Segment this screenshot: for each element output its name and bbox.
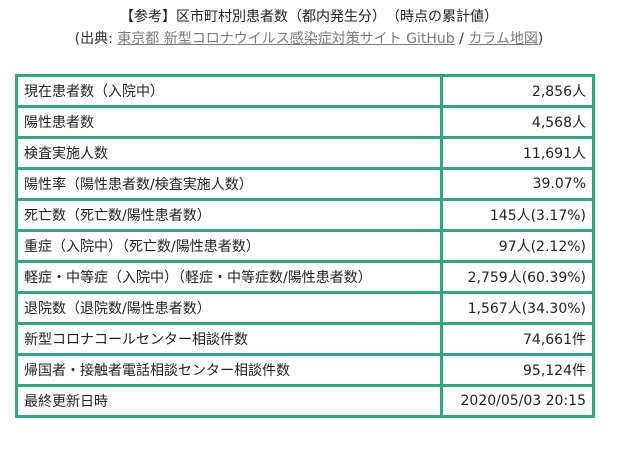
- row-value: 145人(3.17%): [443, 201, 592, 229]
- stats-table: 現在患者数（入院中） 2,856人 陽性患者数 4,568人 検査実施人数 11…: [15, 74, 595, 418]
- row-value: 1,567人(34.30%): [443, 294, 592, 322]
- table-row: 最終更新日時 2020/05/03 20:15: [18, 387, 592, 415]
- row-value: 39.07%: [443, 170, 592, 198]
- table-row: 陽性率（陽性患者数/検査実施人数） 39.07%: [18, 170, 592, 198]
- page-header: 【参考】区市町村別患者数（都内発生分） （時点の累計値） (出典: 東京都 新型…: [0, 6, 618, 50]
- row-label: 現在患者数（入院中）: [18, 77, 440, 105]
- row-label: 帰国者・接触者電話相談センター相談件数: [18, 356, 440, 384]
- row-label: 退院数（退院数/陽性患者数）: [18, 294, 440, 322]
- row-label: 新型コロナコールセンター相談件数: [18, 325, 440, 353]
- row-label: 陽性率（陽性患者数/検査実施人数）: [18, 170, 440, 198]
- source-link-tokyo-github[interactable]: 東京都 新型コロナウイルス感染症対策サイト GitHub: [117, 31, 455, 47]
- page-title: 【参考】区市町村別患者数（都内発生分） （時点の累計値）: [120, 9, 498, 25]
- table-row: 軽症・中等症（入院中）（軽症・中等症数/陽性患者数） 2,759人(60.39%…: [18, 263, 592, 291]
- row-value: 97人(2.12%): [443, 232, 592, 260]
- table-row: 死亡数（死亡数/陽性患者数） 145人(3.17%): [18, 201, 592, 229]
- table-row: 重症（入院中）（死亡数/陽性患者数） 97人(2.12%): [18, 232, 592, 260]
- row-label: 陽性患者数: [18, 108, 440, 136]
- row-value: 2020/05/03 20:15: [443, 387, 592, 415]
- source-suffix: ): [537, 31, 544, 47]
- row-value: 2,759人(60.39%): [443, 263, 592, 291]
- table-row: 帰国者・接触者電話相談センター相談件数 95,124件: [18, 356, 592, 384]
- source-link-column-map[interactable]: カラム地図: [468, 31, 538, 47]
- table-row: 退院数（退院数/陽性患者数） 1,567人(34.30%): [18, 294, 592, 322]
- table-row: 現在患者数（入院中） 2,856人: [18, 77, 592, 105]
- table-row: 新型コロナコールセンター相談件数 74,661件: [18, 325, 592, 353]
- row-label: 重症（入院中）（死亡数/陽性患者数）: [18, 232, 440, 260]
- row-label: 軽症・中等症（入院中）（軽症・中等症数/陽性患者数）: [18, 263, 440, 291]
- row-value: 95,124件: [443, 356, 592, 384]
- table-row: 陽性患者数 4,568人: [18, 108, 592, 136]
- table-row: 検査実施人数 11,691人: [18, 139, 592, 167]
- row-label: 検査実施人数: [18, 139, 440, 167]
- row-value: 11,691人: [443, 139, 592, 167]
- row-label: 死亡数（死亡数/陽性患者数）: [18, 201, 440, 229]
- row-label: 最終更新日時: [18, 387, 440, 415]
- source-line: (出典: 東京都 新型コロナウイルス感染症対策サイト GitHub / カラム地…: [0, 28, 618, 50]
- source-prefix: (出典:: [74, 31, 118, 47]
- source-separator: /: [454, 31, 469, 47]
- row-value: 74,661件: [443, 325, 592, 353]
- row-value: 4,568人: [443, 108, 592, 136]
- row-value: 2,856人: [443, 77, 592, 105]
